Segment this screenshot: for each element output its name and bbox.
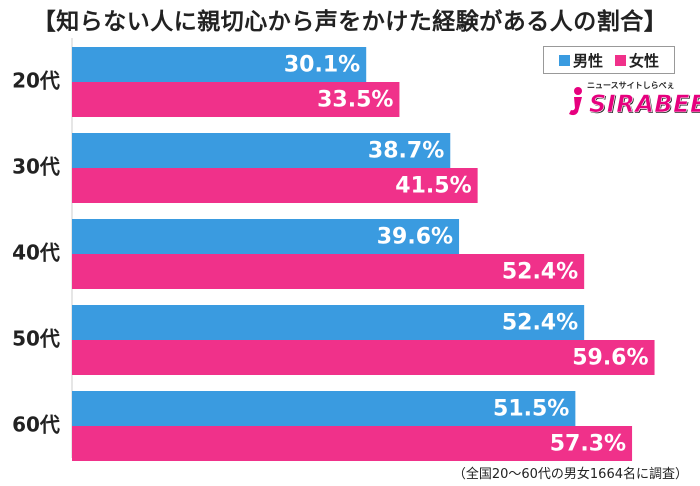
value-label-male: 52.4% [502,311,578,336]
legend-swatch-female [615,54,626,66]
value-label-female: 52.4% [502,260,578,285]
bar-female [72,340,655,375]
bar-male [72,133,451,168]
bar-female [72,254,585,289]
logo-wordmark: SIRABEE [589,90,700,119]
category-label: 30代 [12,155,60,179]
legend-item-male: 男性 [558,50,603,71]
bar-male [72,47,367,82]
value-label-male: 51.5% [493,397,569,422]
bar-female [72,82,400,117]
value-label-female: 59.6% [572,346,648,371]
bars-group: 20代 30.1% 33.5% 30代 38.7% 41.5% 40代 39.6% 52.4% 5… [12,47,655,461]
bar-male [72,305,585,340]
legend: 男性 女性 [543,46,675,74]
bar-male [72,219,460,254]
category-label: 20代 [12,69,60,93]
logo-tagline: ニュースサイトしらべぇ [587,81,675,90]
footnote: （全国20～60代の男女1664名に調査） [452,467,688,482]
category-label: 40代 [12,241,60,265]
value-label-male: 38.7% [368,139,444,164]
legend-label-female: 女性 [629,51,660,70]
value-label-male: 39.6% [377,225,453,250]
legend-label-male: 男性 [572,51,603,70]
category-label: 50代 [12,327,60,351]
sirabee-logo: ニュースサイトしらべぇ SIRABEE [565,80,700,124]
value-label-female: 41.5% [395,174,471,199]
bar-male [72,391,576,426]
value-label-male: 30.1% [284,53,360,78]
legend-swatch-male [558,54,570,66]
bar-female [72,168,478,203]
logo-mark-icon [569,87,582,116]
chart-title: 【知らない人に親切心から声をかけた経験がある人の割合】 [32,9,668,35]
value-label-female: 57.3% [550,432,626,457]
category-label: 60代 [12,413,60,437]
legend-item-female: 女性 [615,50,659,71]
value-label-female: 33.5% [317,88,393,113]
bar-female [72,426,633,461]
